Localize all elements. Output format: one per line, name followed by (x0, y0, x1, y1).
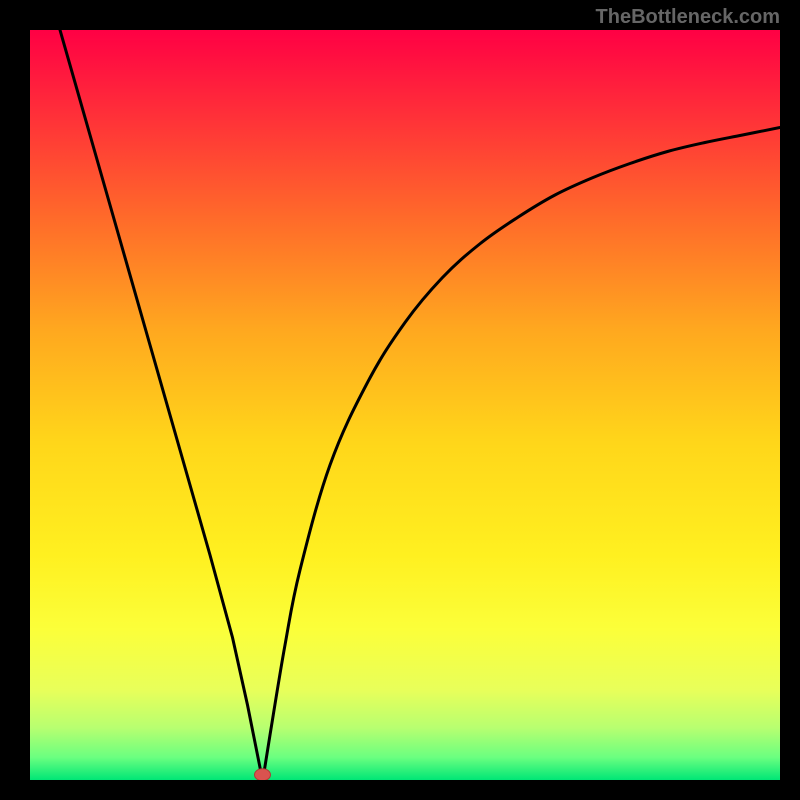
chart-svg (30, 30, 780, 780)
gradient-background (30, 30, 780, 780)
plot-area (30, 30, 780, 780)
watermark-text: TheBottleneck.com (596, 6, 780, 29)
minimum-marker (255, 769, 271, 780)
chart-container: TheBottleneck.com (0, 0, 800, 800)
